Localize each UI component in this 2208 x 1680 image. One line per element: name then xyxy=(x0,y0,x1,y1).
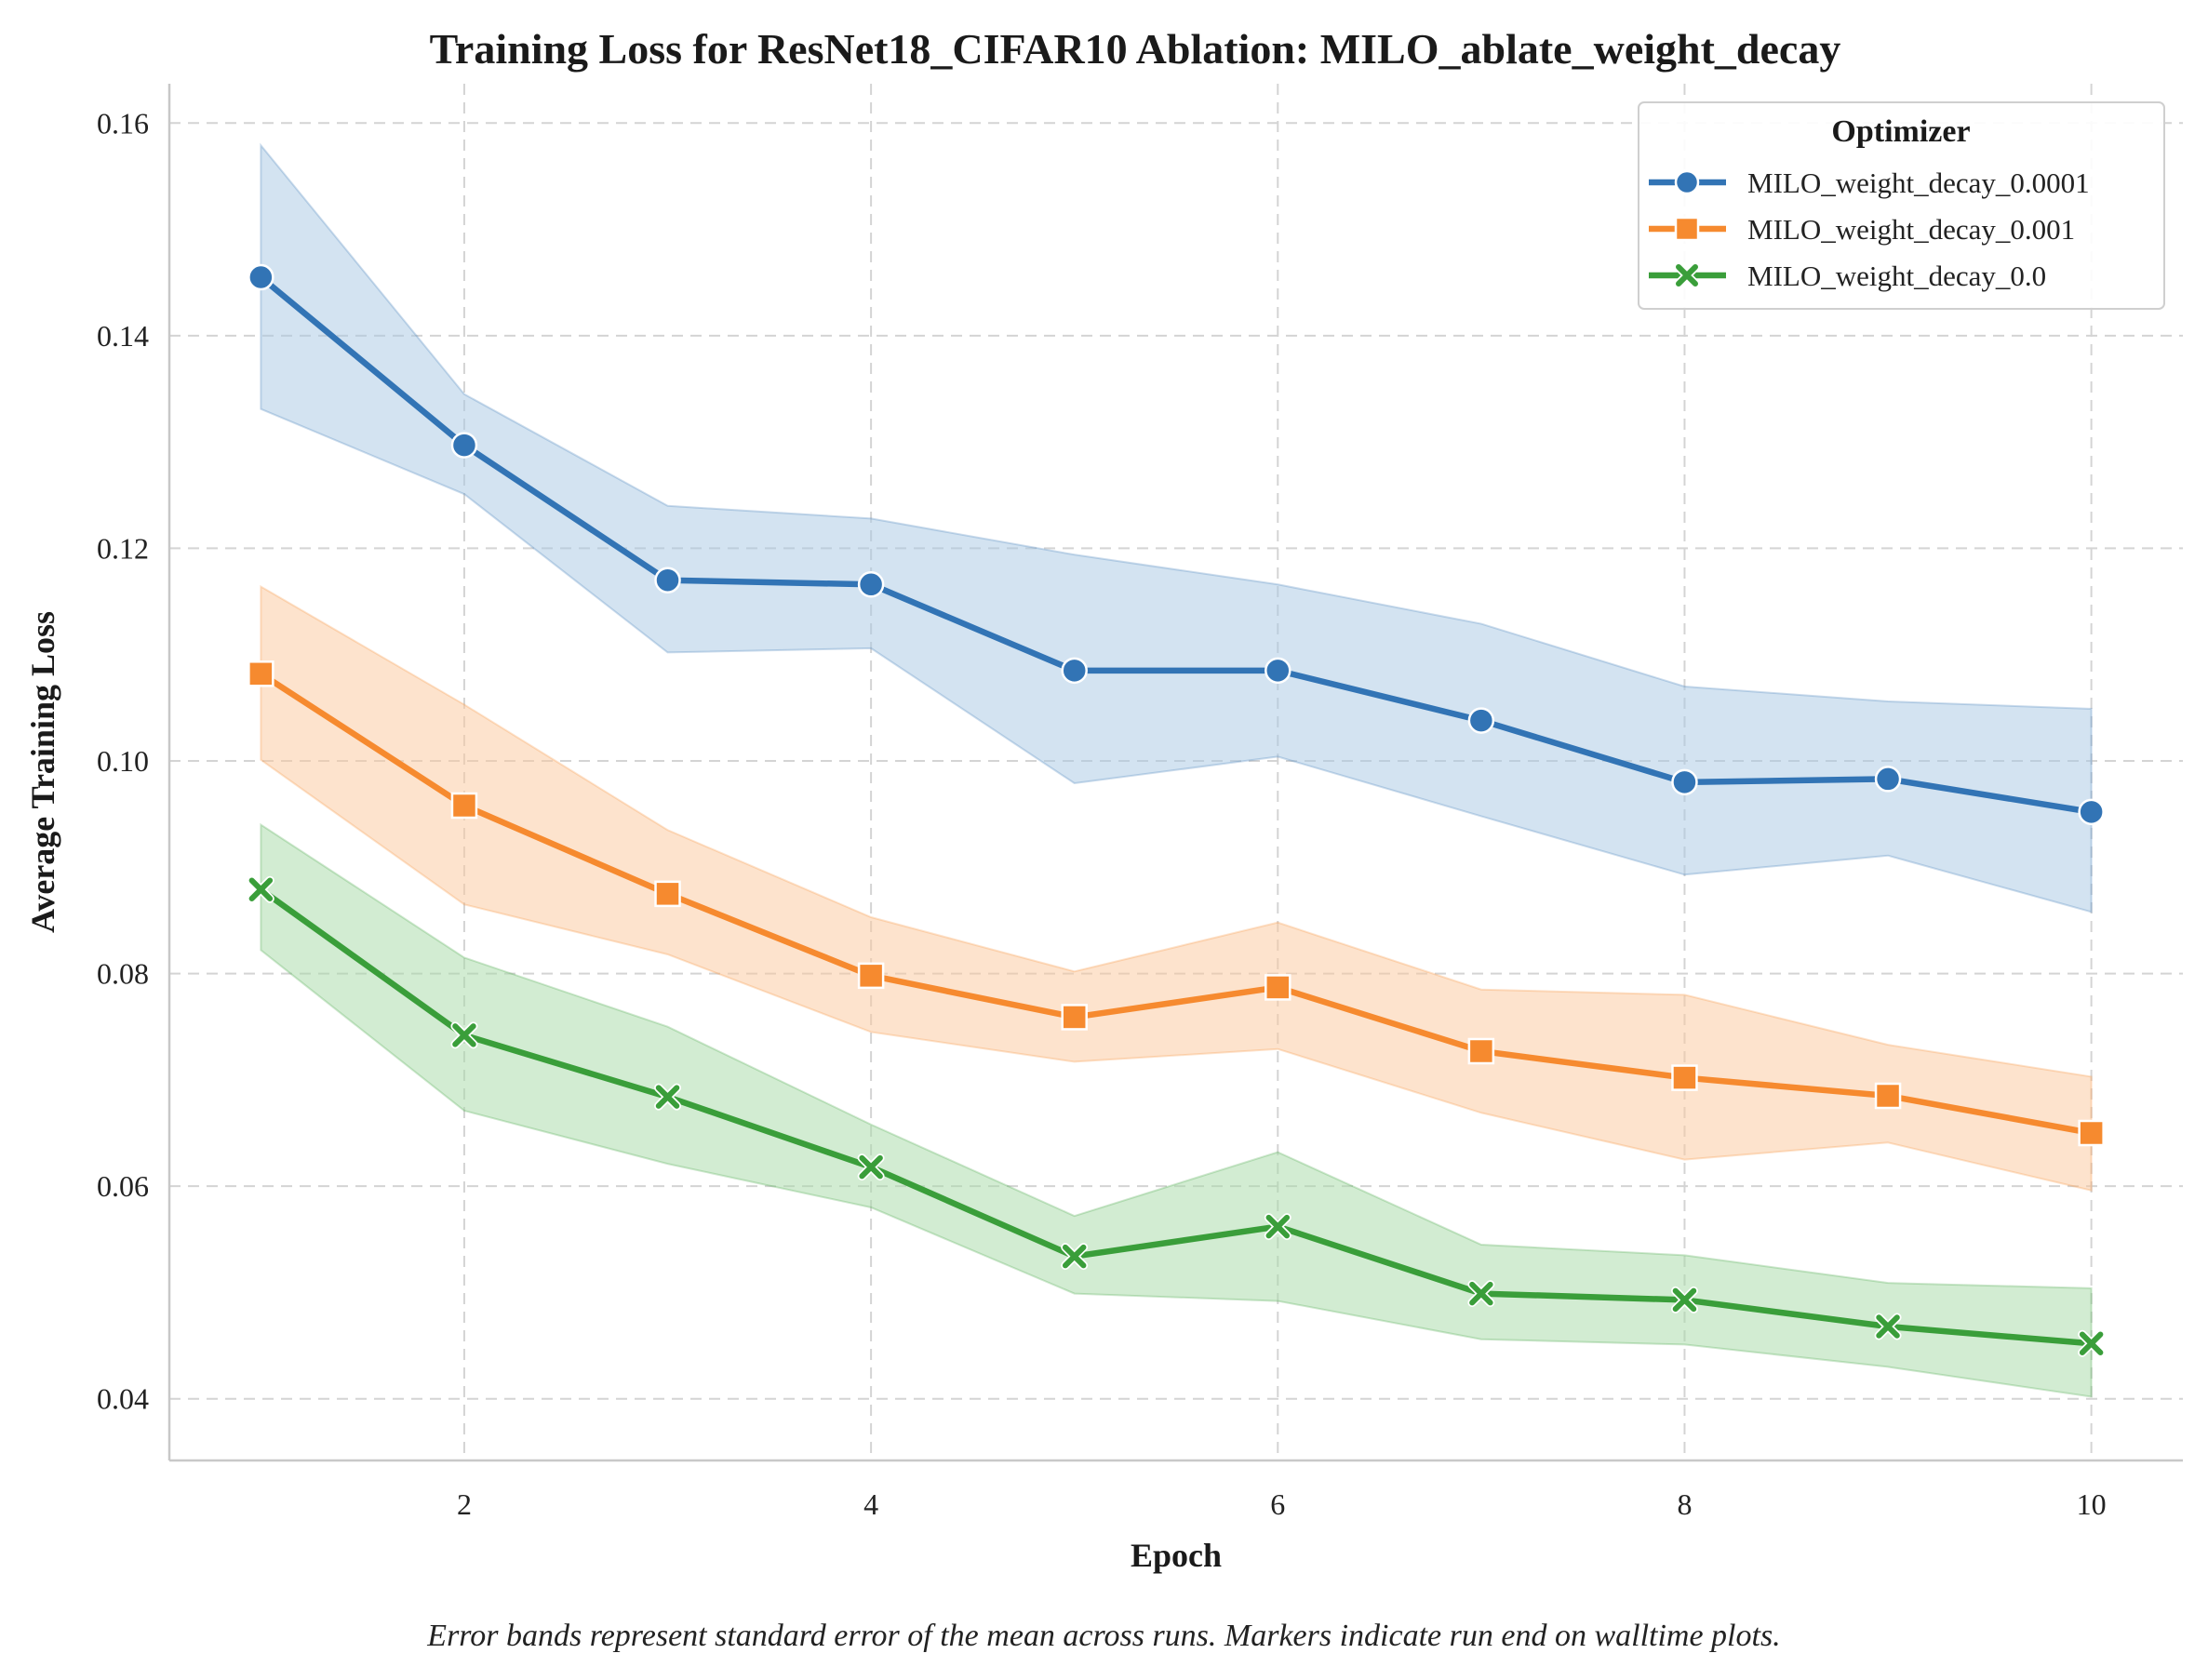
x-tick-label: 6 xyxy=(1270,1487,1285,1521)
data-point-x xyxy=(2078,1329,2106,1357)
data-point-circle xyxy=(654,567,681,593)
data-point-circle xyxy=(857,571,885,598)
error-band xyxy=(260,584,2093,1192)
data-point-square xyxy=(2078,1119,2105,1147)
data-point-x xyxy=(857,1153,885,1181)
data-point-circle xyxy=(1874,766,1902,793)
data-point-x xyxy=(450,1021,478,1049)
legend-label: MILO_weight_decay_0.0 xyxy=(1747,260,2046,292)
series-line xyxy=(258,887,2094,1347)
data-point-circle xyxy=(1265,657,1291,685)
error-bands xyxy=(260,142,2093,1398)
data-point-x xyxy=(1670,1286,1698,1313)
data-point-x xyxy=(1874,1313,1902,1340)
data-point-square xyxy=(1874,1082,1902,1110)
y-tick-label: 0.12 xyxy=(97,531,149,565)
data-point-circle xyxy=(1061,657,1088,685)
legend-entry: MILO_weight_decay_0.0 xyxy=(1649,260,2046,292)
x-tick-label: 10 xyxy=(2077,1487,2107,1521)
error-band xyxy=(260,142,2093,913)
data-point-x xyxy=(654,1083,682,1111)
data-point-square xyxy=(1671,1064,1698,1091)
data-point-x xyxy=(1264,1213,1291,1241)
chart-title: Training Loss for ResNet18_CIFAR10 Ablat… xyxy=(430,25,1841,73)
series-markers xyxy=(247,263,2106,1357)
y-tick-label: 0.14 xyxy=(97,319,149,353)
legend: Optimizer MILO_weight_decay_0.0001MILO_w… xyxy=(1638,101,2165,310)
y-tick-label: 0.08 xyxy=(97,957,149,991)
data-point-circle xyxy=(1671,768,1698,796)
data-point-circle xyxy=(450,432,478,459)
data-point-square xyxy=(248,660,274,687)
data-point-square xyxy=(1061,1004,1088,1031)
data-point-x xyxy=(1061,1243,1089,1271)
data-point-square xyxy=(1265,974,1291,1001)
series-lines xyxy=(258,273,2094,1347)
legend-label: MILO_weight_decay_0.001 xyxy=(1747,213,2075,246)
chart-caption: Error bands represent standard error of … xyxy=(427,1619,1781,1653)
legend-entry: MILO_weight_decay_0.001 xyxy=(1649,213,2075,246)
data-point-x xyxy=(247,875,274,903)
series-line xyxy=(258,671,2094,1137)
data-point-square xyxy=(857,962,885,990)
y-tick-label: 0.16 xyxy=(97,106,149,140)
x-axis-label: Epoch xyxy=(1131,1537,1222,1574)
data-point-square xyxy=(450,792,478,820)
legend-label: MILO_weight_decay_0.0001 xyxy=(1747,167,2090,199)
y-tick-label: 0.10 xyxy=(97,744,149,778)
y-axis-label: Average Training Loss xyxy=(24,611,61,933)
data-point-x xyxy=(1674,262,1700,288)
x-tick-label: 4 xyxy=(863,1487,878,1521)
data-point-square xyxy=(1467,1037,1495,1065)
legend-entry: MILO_weight_decay_0.0001 xyxy=(1649,167,2090,199)
data-point-circle xyxy=(1674,169,1700,195)
y-tick-label: 0.06 xyxy=(97,1169,149,1203)
data-point-circle xyxy=(1467,707,1495,734)
legend-entries: MILO_weight_decay_0.0001 MILO_weight_deca… xyxy=(1649,167,2090,292)
series-line xyxy=(258,273,2094,816)
x-tick-labels: 2 4 6 8 10 xyxy=(457,1487,2107,1521)
error-band xyxy=(260,822,2093,1398)
data-point-circle xyxy=(2078,798,2105,826)
legend-title: Optimizer xyxy=(1831,114,1970,149)
data-point-square xyxy=(1674,216,1700,242)
y-tick-labels: 0.04 0.06 0.08 0.10 0.12 0.14 0.16 xyxy=(97,106,149,1415)
x-tick-label: 8 xyxy=(1677,1487,1692,1521)
data-point-circle xyxy=(248,263,274,291)
x-tick-label: 2 xyxy=(457,1487,472,1521)
y-tick-label: 0.04 xyxy=(97,1382,149,1416)
data-point-square xyxy=(654,880,681,908)
legend-box xyxy=(1638,101,2165,310)
data-point-x xyxy=(1467,1280,1495,1308)
